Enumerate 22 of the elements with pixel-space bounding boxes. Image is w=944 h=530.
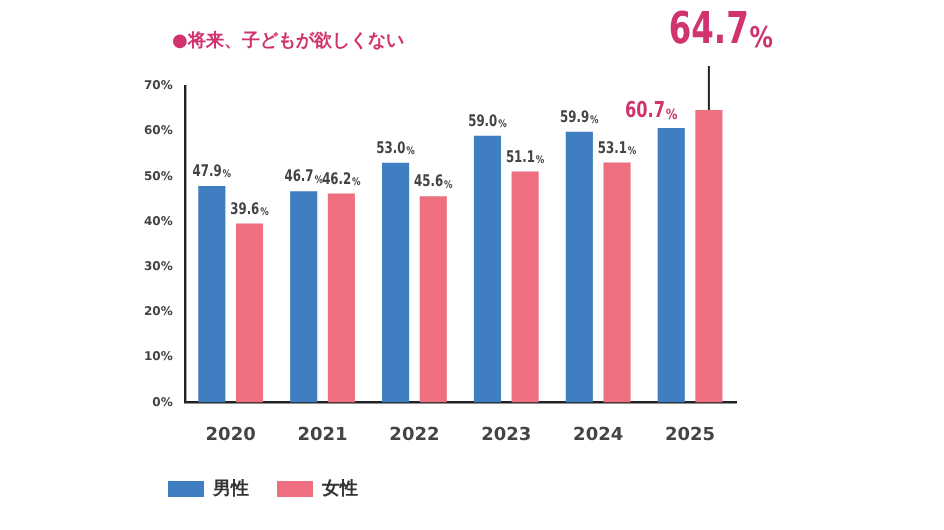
x-tick-label: 2023: [481, 425, 532, 446]
bar: [657, 128, 685, 403]
x-tick-label: 2025: [665, 425, 716, 446]
bar: [603, 162, 631, 403]
bar: [511, 171, 539, 403]
legend-label: 男性: [211, 477, 249, 500]
bar: [695, 109, 723, 403]
bar: [198, 185, 226, 403]
x-tick-label: 2021: [297, 425, 348, 446]
bar: [235, 223, 264, 403]
bar: [565, 131, 593, 403]
x-tick-label: 2020: [205, 425, 256, 446]
data-label: 64.7%: [668, 1, 774, 56]
bar: [382, 162, 410, 403]
x-tick-label: 2024: [573, 425, 624, 446]
x-tick-label: 2022: [389, 425, 440, 446]
bar: [290, 191, 318, 403]
legend-label: 女性: [320, 477, 358, 500]
bar: [327, 193, 355, 403]
bar: [473, 135, 502, 403]
bar: [419, 196, 447, 403]
chart-title: ●将来、子どもが欲しくない: [172, 28, 404, 54]
